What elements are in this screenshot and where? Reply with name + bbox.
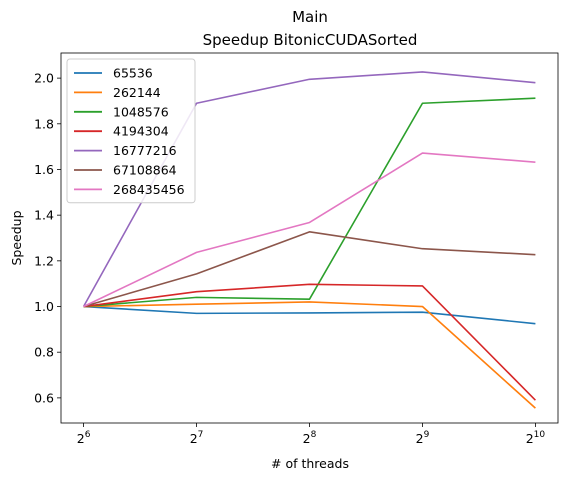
- series-line-268435456: [83, 152, 536, 308]
- legend: 65536 262144 1048576 4194304 16777216 6710886…: [66, 58, 196, 204]
- legend-box: [66, 58, 196, 204]
- chart-title: Main: [292, 8, 328, 26]
- series-line-4194304: [83, 283, 536, 401]
- x-axis-ticks: 26 27 28 29 210: [77, 423, 546, 446]
- x-tick-label: 210: [526, 430, 546, 446]
- x-tick-label: 27: [190, 430, 204, 446]
- x-tick-label: 29: [416, 430, 430, 446]
- chart-subtitle: Speedup BitonicCUDASorted: [203, 31, 418, 49]
- y-tick-label: 0.8: [34, 345, 54, 360]
- y-tick-label: 1.2: [34, 253, 54, 268]
- y-tick-label: 1.8: [34, 116, 54, 131]
- series-line-262144: [83, 301, 536, 409]
- y-axis-label: Speedup: [9, 210, 24, 265]
- legend-label-65536: 65536: [113, 66, 153, 81]
- series-line-65536: [83, 305, 536, 325]
- y-tick-label: 1.4: [34, 208, 54, 223]
- y-tick-label: 2.0: [34, 71, 54, 86]
- y-axis-ticks: 0.6 0.8 1.0 1.2 1.4 1.6 1.8 2.0: [34, 71, 61, 405]
- x-tick-label: 26: [77, 430, 91, 446]
- y-tick-label: 1.6: [34, 162, 54, 177]
- x-axis-label: # of threads: [271, 456, 349, 471]
- legend-label-262144: 262144: [113, 85, 161, 100]
- y-tick-label: 0.6: [34, 390, 54, 405]
- legend-label-4194304: 4194304: [113, 124, 169, 139]
- x-tick-label: 28: [303, 430, 317, 446]
- legend-label-16777216: 16777216: [113, 143, 177, 158]
- legend-label-1048576: 1048576: [113, 104, 169, 119]
- y-tick-label: 1.0: [34, 299, 54, 314]
- plot-frame: [60, 52, 559, 424]
- legend-label-268435456: 268435456: [113, 182, 185, 197]
- legend-label-67108864: 67108864: [113, 163, 177, 178]
- series-line-67108864: [83, 231, 536, 308]
- series-line-1048576: [83, 97, 536, 308]
